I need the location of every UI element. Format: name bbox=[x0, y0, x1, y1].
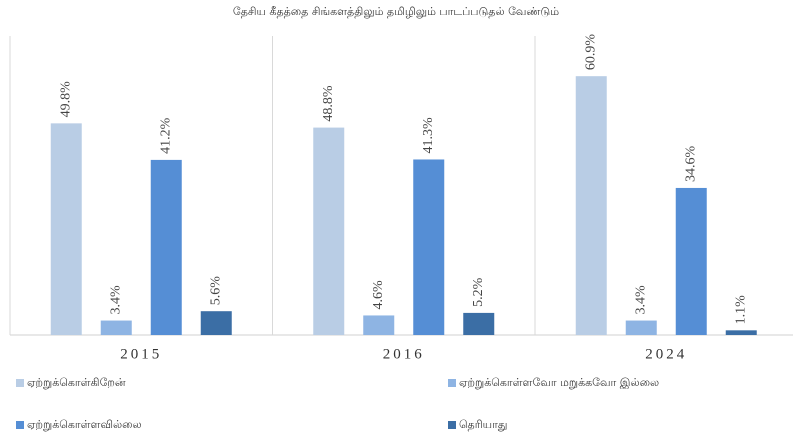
value-label: 4.6% bbox=[371, 280, 386, 310]
bar bbox=[625, 320, 657, 335]
legend-label: ஏற்றுக்கொள்ளவோ மறுக்கவோ இல்லை bbox=[459, 376, 659, 389]
value-label: 60.9% bbox=[583, 34, 598, 71]
bar bbox=[675, 187, 707, 335]
bar bbox=[363, 315, 395, 335]
legend-swatch bbox=[448, 379, 456, 387]
value-label: 49.8% bbox=[58, 81, 73, 118]
value-label: 41.2% bbox=[158, 117, 173, 154]
value-label: 41.3% bbox=[421, 117, 436, 154]
bar bbox=[313, 127, 345, 335]
legend-swatch bbox=[448, 421, 456, 429]
value-label: 3.4% bbox=[108, 285, 123, 315]
bar bbox=[100, 320, 132, 335]
bar bbox=[200, 311, 232, 335]
legend-label: தெரியாது bbox=[459, 418, 507, 431]
value-label: 1.1% bbox=[733, 295, 748, 325]
x-tick-label: 2024 bbox=[645, 346, 687, 362]
bar bbox=[150, 159, 182, 335]
legend-swatch bbox=[16, 421, 24, 429]
legend-label: ஏற்றுக்கொள்ளவில்லை bbox=[27, 418, 142, 431]
legend-swatch bbox=[16, 379, 24, 387]
x-tick-label: 2015 bbox=[120, 346, 162, 362]
chart-title: தேசிய கீதத்தை சிங்களத்திலும் தமிழிலும் ப… bbox=[233, 5, 559, 18]
legend-label: ஏற்றுக்கொள்கிறேன் bbox=[27, 376, 126, 389]
x-tick-label: 2016 bbox=[383, 346, 425, 362]
value-label: 34.6% bbox=[683, 145, 698, 182]
bar bbox=[463, 312, 495, 335]
value-label: 5.6% bbox=[208, 276, 223, 306]
value-label: 5.2% bbox=[471, 277, 486, 307]
value-label: 3.4% bbox=[633, 285, 648, 315]
bar bbox=[725, 330, 757, 335]
bar bbox=[50, 123, 82, 335]
bar bbox=[413, 159, 445, 335]
bar bbox=[575, 76, 607, 336]
value-label: 48.8% bbox=[321, 85, 336, 122]
